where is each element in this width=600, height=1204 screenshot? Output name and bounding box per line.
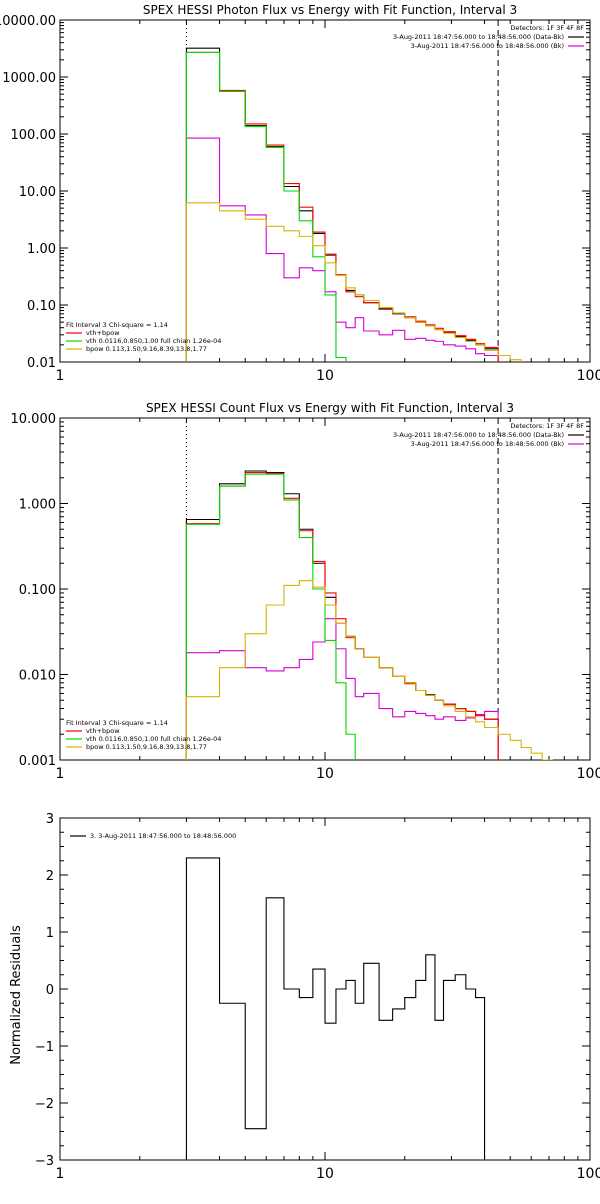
y-tick-label: 10.000 [11, 412, 57, 427]
y-tick-label: 0.001 [19, 754, 56, 769]
legend-entry: 3-Aug-2011 18:47:56.000 to 18:48:56.000 … [393, 431, 564, 439]
y-tick-label: 1.00 [27, 242, 56, 257]
legend-entry: bpow 0.113,1.50,9.16,8.39,13.8,1.77 [86, 743, 207, 751]
legend-entry: 3-Aug-2011 18:47:56.000 to 18:48:56.000 … [411, 440, 564, 448]
legend-header: Detectors: 1F 3F 4F 8F [510, 422, 584, 430]
x-tick-label: 1 [56, 368, 65, 384]
legend-header: Fit Interval 3 Chi-square = 1.14 [66, 719, 168, 727]
legend-entry: vth+bpow [86, 727, 120, 735]
y-tick-label: 1.000 [19, 498, 56, 513]
legend-header: Detectors: 1F 3F 4F 8F [510, 24, 584, 32]
x-tick-label: 1 [56, 766, 65, 782]
y-tick-label: 0.100 [19, 583, 56, 598]
x-tick-label: 10 [316, 368, 334, 384]
x-tick-label: 100 [577, 368, 600, 384]
legend-entry: 3-Aug-2011 18:47:56.000 to 18:48:56.000 … [411, 42, 564, 50]
y-tick-label: 0 [46, 983, 54, 998]
legend-header: Fit Interval 3 Chi-square = 1.14 [66, 321, 168, 329]
x-tick-label: 1 [56, 1166, 65, 1182]
y-tick-label: 3 [46, 812, 54, 827]
count-chart-title: SPEX HESSI Count Flux vs Energy with Fit… [146, 401, 514, 415]
y-tick-label: −1 [35, 1040, 54, 1055]
legend-entry: 3-Aug-2011 18:47:56.000 to 18:48:56.000 … [393, 33, 564, 41]
photon-chart-title: SPEX HESSI Photon Flux vs Energy with Fi… [143, 3, 517, 17]
x-tick-label: 100 [577, 1166, 600, 1182]
legend-top-left: 3. 3-Aug-2011 18:47:56.000 to 18:48:56.0… [70, 832, 236, 840]
y-tick-label: −2 [35, 1097, 54, 1112]
y-tick-label: 2 [46, 869, 54, 884]
x-tick-label: 100 [577, 766, 600, 782]
legend-entry: vth 0.0116,0.850,1.00 full chian 1.26e-0… [86, 337, 221, 345]
y-tick-label: 1000.00 [2, 71, 56, 86]
y-tick-label: 0.01 [27, 356, 56, 371]
x-tick-label: 10 [316, 1166, 334, 1182]
y-tick-label: 100.00 [11, 128, 57, 143]
legend-entry: vth 0.0116,0.850,1.00 full chian 1.26e-0… [86, 735, 221, 743]
legend-entry: 3. 3-Aug-2011 18:47:56.000 to 18:48:56.0… [90, 832, 236, 840]
y-tick-label: 10000.00 [0, 14, 56, 29]
residuals-ylabel: Normalized Residuals [9, 925, 24, 1065]
y-tick-label: 1 [46, 926, 54, 941]
x-tick-label: 10 [316, 766, 334, 782]
y-tick-label: 0.10 [27, 299, 56, 314]
legend-entry: bpow 0.113,1.50,9.16,8.39,13.8,1.77 [86, 345, 207, 353]
y-tick-label: 0.010 [19, 669, 56, 684]
legend-entry: vth+bpow [86, 329, 120, 337]
y-tick-label: −3 [35, 1154, 54, 1169]
y-tick-label: 10.00 [19, 185, 56, 200]
